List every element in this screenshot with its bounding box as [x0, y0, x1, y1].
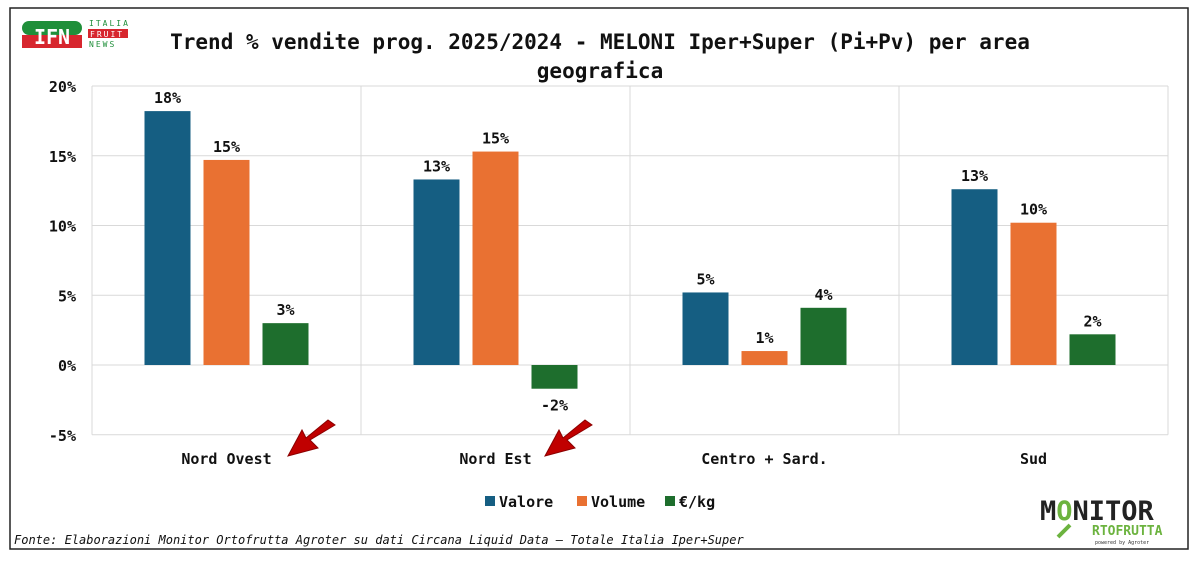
- svg-text:FRUIT: FRUIT: [90, 30, 124, 39]
- data-label: 15%: [482, 130, 509, 148]
- legend-swatch: [485, 496, 495, 506]
- bar-volume-3: [1010, 222, 1057, 365]
- data-label: 18%: [154, 89, 181, 107]
- legend-label: €/kg: [679, 493, 715, 511]
- source-note: Fonte: Elaborazioni Monitor Ortofrutta A…: [14, 533, 744, 547]
- legend-swatch: [577, 496, 587, 506]
- legend-label: Volume: [591, 493, 645, 511]
- bar-volume-1: [472, 151, 519, 365]
- chart-title-line2: geografica: [537, 59, 663, 83]
- bar-kg-1: [531, 365, 578, 389]
- bar-kg-3: [1069, 334, 1116, 365]
- y-tick-label: 15%: [49, 148, 76, 166]
- data-label: 13%: [423, 157, 450, 175]
- bar-valore-2: [682, 292, 729, 365]
- data-label: 5%: [696, 270, 714, 288]
- svg-text:powered by Agroter: powered by Agroter: [1095, 540, 1149, 546]
- x-tick-label: Nord Est: [459, 450, 531, 468]
- svg-text:IFN: IFN: [34, 25, 70, 49]
- bar-kg-0: [262, 323, 309, 365]
- bar-kg-2: [800, 307, 847, 365]
- bar-valore-0: [144, 111, 191, 365]
- y-tick-label: -5%: [49, 427, 76, 445]
- logo-ifn: IFN ITALIA FRUIT NEWS: [22, 19, 130, 49]
- data-label: 10%: [1020, 201, 1047, 219]
- chart-title-line1: Trend % vendite prog. 2025/2024 - MELONI…: [170, 30, 1030, 54]
- x-tick-label: Nord Ovest: [181, 450, 271, 468]
- red-arrow-nord-est: [544, 419, 593, 457]
- svg-text:NEWS: NEWS: [89, 40, 116, 49]
- data-label: -2%: [541, 397, 568, 415]
- annotation-arrows: [287, 419, 593, 457]
- svg-text:ITALIA: ITALIA: [89, 19, 130, 28]
- y-tick-label: 0%: [58, 357, 76, 375]
- bar-volume-0: [203, 159, 250, 365]
- bar-valore-3: [951, 189, 998, 365]
- x-tick-label: Centro + Sard.: [701, 450, 827, 468]
- bar-volume-2: [741, 351, 788, 365]
- red-arrow-nord-ovest: [287, 419, 336, 457]
- data-label: 2%: [1083, 312, 1101, 330]
- svg-text:RTOFRUTTA: RTOFRUTTA: [1092, 524, 1163, 539]
- data-label: 3%: [276, 301, 294, 319]
- data-label: 1%: [755, 329, 773, 347]
- y-tick-label: 5%: [58, 287, 76, 305]
- data-label: 13%: [961, 167, 988, 185]
- x-tick-label: Sud: [1020, 450, 1047, 468]
- data-label: 15%: [213, 138, 240, 156]
- legend-swatch: [665, 496, 675, 506]
- bar-valore-1: [413, 179, 460, 365]
- logo-monitor-text: MONITOR: [1040, 496, 1155, 527]
- legend-label: Valore: [499, 493, 553, 511]
- logo-monitor-ortofrutta: MONITOR RTOFRUTTA powered by Agroter: [1040, 496, 1163, 546]
- y-tick-label: 10%: [49, 218, 76, 236]
- data-label: 4%: [814, 286, 832, 304]
- y-tick-label: 20%: [49, 78, 76, 96]
